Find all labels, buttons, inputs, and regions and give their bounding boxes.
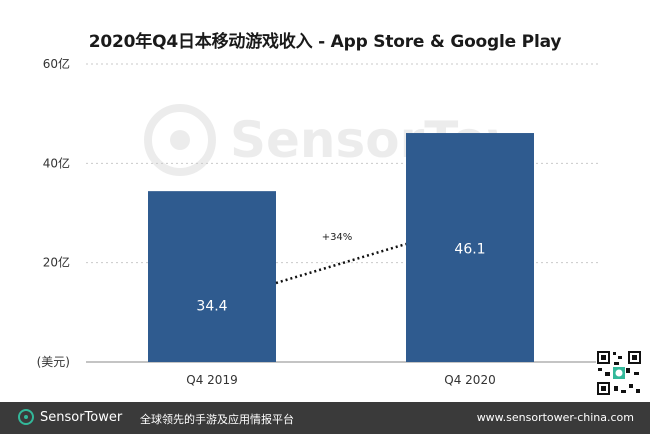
qr-code bbox=[596, 350, 642, 396]
y-tick-label: (美元) bbox=[37, 355, 70, 369]
footer-bar: SensorTower 全球领先的手游及应用情报平台 www.sensortow… bbox=[0, 402, 650, 434]
footer-url[interactable]: www.sensortower-china.com bbox=[476, 411, 634, 424]
bar-value-label: 34.4 bbox=[196, 299, 227, 315]
x-tick-label: Q4 2019 bbox=[186, 373, 237, 387]
bar bbox=[148, 191, 276, 362]
y-tick-label: 40亿 bbox=[43, 155, 70, 170]
bar-value-label: 46.1 bbox=[454, 242, 485, 258]
growth-annotation: +34% bbox=[322, 232, 353, 243]
x-tick-label: Q4 2020 bbox=[444, 373, 495, 387]
growth-connector-line bbox=[275, 242, 407, 285]
y-tick-label: 60亿 bbox=[43, 56, 70, 71]
bar bbox=[406, 133, 534, 362]
bar-chart: (美元) 20亿 40亿 60亿 34.4 Q4 2019 46.1 Q4 2020 +34% bbox=[37, 56, 598, 387]
y-tick-label: 20亿 bbox=[43, 255, 70, 270]
footer-brand: SensorTower bbox=[40, 410, 123, 425]
chart-title: 2020年Q4日本移动游戏收入 - App Store & Google Pla… bbox=[88, 32, 562, 52]
footer-tagline: 全球领先的手游及应用情报平台 bbox=[140, 413, 294, 426]
sensortower-logo-icon bbox=[18, 409, 34, 425]
